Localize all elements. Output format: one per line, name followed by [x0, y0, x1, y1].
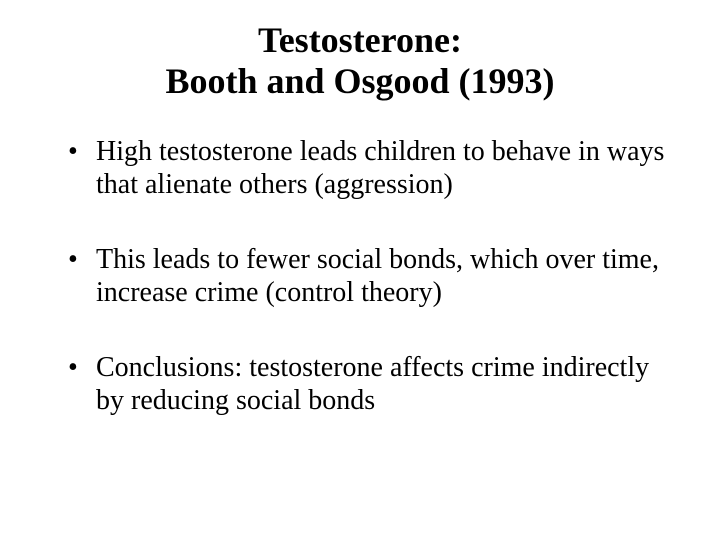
slide-title: Testosterone: Booth and Osgood (1993)	[50, 20, 670, 103]
list-item: High testosterone leads children to beha…	[68, 135, 670, 201]
slide-container: Testosterone: Booth and Osgood (1993) Hi…	[0, 0, 720, 540]
bullet-list: High testosterone leads children to beha…	[50, 135, 670, 417]
title-line-1: Testosterone:	[258, 20, 462, 60]
title-line-2: Booth and Osgood (1993)	[165, 61, 554, 101]
list-item: This leads to fewer social bonds, which …	[68, 243, 670, 309]
list-item: Conclusions: testosterone affects crime …	[68, 351, 670, 417]
